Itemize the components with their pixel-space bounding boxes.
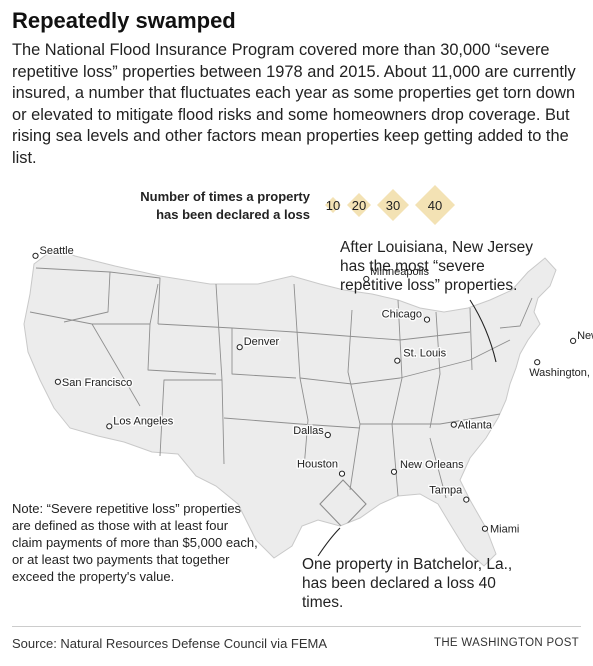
footer-rule [12, 626, 581, 627]
legend-title: Number of times a property has been decl… [100, 188, 310, 224]
callout-batchelor: One property in Batchelor, La., has been… [302, 556, 513, 611]
svg-text:San Francisco: San Francisco [62, 377, 132, 389]
svg-text:Houston: Houston [297, 459, 338, 471]
svg-text:New York: New York [577, 330, 593, 342]
svg-text:Denver: Denver [244, 336, 280, 348]
intro-text: The National Flood Insurance Program cov… [12, 41, 576, 167]
svg-text:Tampa: Tampa [429, 485, 463, 497]
svg-text:St. Louis: St. Louis [403, 348, 446, 360]
legend-value-40: 40 [428, 198, 442, 213]
credit-text: THE WASHINGTON POST [434, 637, 579, 649]
svg-text:Chicago: Chicago [382, 309, 422, 321]
svg-text:Atlanta: Atlanta [458, 420, 493, 432]
svg-text:Atlanta: Atlanta [458, 420, 493, 432]
svg-text:Seattle: Seattle [40, 245, 74, 257]
svg-text:Tampa: Tampa [429, 485, 463, 497]
legend-value-30: 30 [386, 198, 400, 213]
svg-text:Miami: Miami [490, 524, 519, 536]
legend-value-10: 10 [326, 198, 340, 213]
city-new-york: New YorkNew York [570, 328, 593, 345]
callout-new-jersey: After Louisiana, New Jersey has the most… [340, 239, 533, 294]
legend-scale: 10 20 30 40 [325, 185, 455, 225]
svg-text:St. Louis: St. Louis [403, 348, 446, 360]
svg-text:Houston: Houston [297, 459, 338, 471]
headline: Repeatedly swamped [12, 8, 236, 33]
svg-text:Miami: Miami [490, 524, 519, 536]
legend-value-20: 20 [352, 198, 366, 213]
loss-markers [29, 248, 544, 554]
svg-text:New Orleans: New Orleans [400, 459, 464, 471]
svg-text:New Orleans: New Orleans [400, 459, 464, 471]
us-outline [23, 247, 557, 567]
svg-text:Denver: Denver [244, 336, 280, 348]
svg-text:Dallas: Dallas [293, 425, 324, 437]
svg-text:Los Angeles: Los Angeles [113, 415, 173, 427]
legend-title-line2: has been declared a loss [156, 207, 310, 222]
svg-text:San Francisco: San Francisco [62, 377, 132, 389]
svg-text:Chicago: Chicago [382, 309, 422, 321]
svg-text:Washington, D.C.: Washington, D.C. [529, 367, 593, 379]
city-washington-d-c-: Washington, D.C.Washington, D.C. [528, 359, 593, 381]
source-text: Source: Natural Resources Defense Counci… [12, 636, 328, 651]
note-text: Note: “Severe repetitive loss” propertie… [12, 501, 258, 584]
svg-text:New York: New York [577, 330, 593, 342]
svg-text:Washington, D.C.: Washington, D.C. [529, 367, 593, 379]
callout-leaders [317, 299, 497, 557]
svg-text:Minneapolis: Minneapolis [370, 266, 429, 278]
svg-text:Dallas: Dallas [293, 425, 324, 437]
svg-text:Minneapolis: Minneapolis [370, 266, 429, 278]
svg-text:Seattle: Seattle [40, 245, 74, 257]
legend-title-line1: Number of times a property [140, 189, 310, 204]
state-borders [29, 267, 533, 499]
svg-text:Los Angeles: Los Angeles [113, 415, 173, 427]
